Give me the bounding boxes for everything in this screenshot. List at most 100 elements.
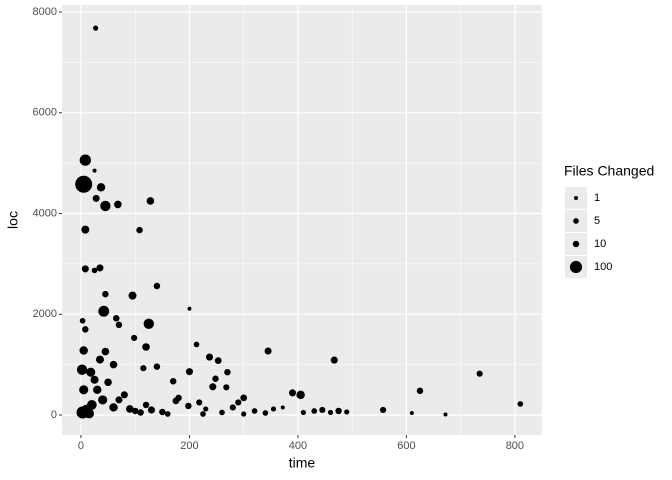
- point: [75, 175, 93, 193]
- point: [101, 347, 110, 356]
- legend-title: Files Changed: [564, 163, 654, 179]
- point: [104, 378, 112, 387]
- x-tick-label: 0: [78, 440, 84, 452]
- point: [146, 197, 155, 205]
- point: [126, 405, 134, 413]
- point: [264, 347, 272, 355]
- point: [120, 391, 128, 399]
- x-axis-title: time: [289, 455, 316, 471]
- point: [81, 265, 89, 273]
- point: [98, 305, 110, 317]
- legend-symbol: [569, 260, 583, 274]
- legend-symbol: [572, 240, 580, 248]
- point: [288, 389, 297, 397]
- legend-label: 10: [594, 238, 606, 250]
- point: [296, 390, 305, 400]
- point: [142, 401, 150, 409]
- point: [153, 282, 161, 290]
- point: [90, 375, 99, 384]
- point: [93, 385, 102, 395]
- point: [147, 406, 156, 414]
- point: [159, 408, 166, 416]
- point: [131, 407, 139, 415]
- point: [223, 384, 230, 391]
- point: [76, 364, 88, 375]
- point: [98, 395, 108, 405]
- point: [142, 343, 150, 351]
- point: [219, 409, 225, 416]
- point: [205, 353, 214, 361]
- point: [476, 370, 483, 377]
- point: [115, 396, 123, 404]
- point: [128, 291, 137, 300]
- point: [187, 306, 192, 311]
- point: [100, 200, 111, 212]
- point: [79, 317, 86, 324]
- point: [517, 401, 524, 407]
- point: [185, 402, 192, 410]
- point: [409, 410, 414, 415]
- point: [196, 399, 203, 406]
- point: [143, 318, 154, 329]
- point: [175, 394, 182, 402]
- point: [200, 411, 206, 417]
- point: [102, 290, 109, 298]
- point: [86, 367, 96, 377]
- point: [280, 405, 285, 410]
- point: [241, 411, 247, 417]
- point: [209, 383, 217, 391]
- point: [79, 346, 88, 355]
- point: [203, 406, 209, 412]
- point: [81, 225, 90, 234]
- point: [193, 341, 200, 348]
- point: [92, 194, 100, 202]
- y-tick-label: 4000: [33, 207, 57, 219]
- point: [262, 410, 269, 416]
- legend-label: 5: [594, 215, 600, 227]
- point: [92, 168, 97, 173]
- point: [224, 368, 231, 376]
- point: [185, 368, 193, 376]
- point: [327, 409, 334, 416]
- point: [114, 200, 122, 209]
- point: [164, 411, 171, 417]
- point: [251, 408, 258, 414]
- point: [79, 385, 89, 395]
- y-tick-label: 2000: [33, 308, 57, 320]
- point: [214, 357, 222, 364]
- y-tick-label: 8000: [33, 6, 57, 18]
- x-tick-label: 400: [289, 440, 307, 452]
- legend-symbol: [574, 196, 578, 200]
- point: [300, 409, 306, 416]
- point: [240, 394, 248, 402]
- point: [136, 226, 143, 234]
- y-tick-label: 6000: [33, 107, 57, 119]
- point: [131, 334, 138, 342]
- point: [95, 355, 104, 364]
- legend-symbol: [573, 218, 579, 224]
- point: [270, 406, 277, 412]
- legend-label: 100: [594, 261, 612, 273]
- point: [335, 407, 342, 415]
- point: [169, 378, 177, 385]
- point: [96, 264, 104, 272]
- point: [82, 326, 89, 333]
- point: [311, 408, 318, 414]
- x-tick-label: 600: [397, 440, 415, 452]
- point: [229, 404, 236, 411]
- point: [235, 399, 242, 406]
- legend-label: 1: [594, 192, 600, 204]
- point: [115, 321, 123, 329]
- point: [344, 409, 350, 415]
- point: [443, 412, 448, 417]
- point: [84, 408, 95, 419]
- x-tick-label: 800: [506, 440, 524, 452]
- point: [416, 387, 424, 395]
- point: [91, 267, 98, 274]
- y-axis-title: loc: [5, 211, 21, 229]
- point: [96, 183, 106, 192]
- point: [319, 406, 326, 414]
- point: [109, 360, 118, 369]
- point: [379, 406, 387, 414]
